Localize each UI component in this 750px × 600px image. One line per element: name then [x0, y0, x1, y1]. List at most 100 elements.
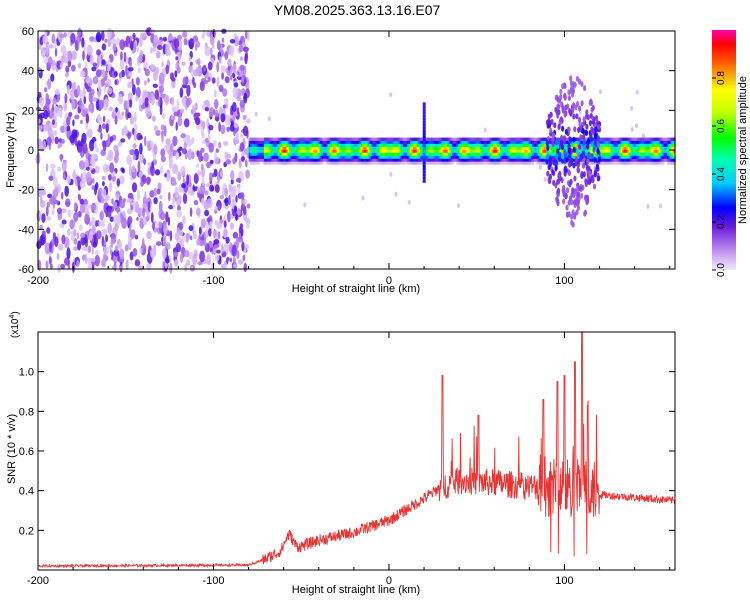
- spectrogram-band-cell: [591, 149, 593, 153]
- spectrogram-band-cell: [362, 158, 365, 162]
- spectrogram-band-cell: [294, 158, 297, 162]
- spectrogram-band-cell: [527, 143, 530, 147]
- spectrogram-band-cell: [581, 158, 584, 162]
- spectrogram-band-cell: [610, 158, 613, 162]
- spectrogram-noise-cell: [221, 186, 225, 198]
- spectrogram-band-cell: [408, 146, 411, 150]
- spectrogram-noise-cell: [218, 141, 222, 149]
- spectrogram-band-cell: [616, 149, 619, 153]
- spectrogram-noise-cell: [63, 101, 68, 112]
- spectrogram-noise-cell: [224, 197, 229, 207]
- spectrogram-band-cell: [539, 155, 541, 159]
- spectrogram-band-cell: [346, 161, 349, 165]
- spectrogram-noise-cell: [224, 187, 229, 197]
- spectrogram-band-cell: [664, 155, 666, 159]
- spectrogram-band-cell: [252, 146, 255, 150]
- spectrogram-band-cell: [293, 155, 296, 159]
- spectrogram-band-cell: [283, 146, 286, 150]
- spectrogram-band-cell: [457, 143, 460, 147]
- spectrogram-band-cell: [321, 161, 324, 165]
- spectrogram-band-cell: [360, 146, 363, 150]
- spectrogram-broadband-cell: [562, 138, 566, 145]
- spectrogram-band-cell: [616, 140, 619, 144]
- spectrogram-noise-cell: [203, 79, 209, 85]
- spectrogram-band-cell: [327, 155, 329, 159]
- spectrogram-band-cell: [452, 161, 454, 165]
- spectrogram-band-cell: [648, 155, 651, 159]
- spectrogram-band-cell: [615, 146, 617, 150]
- spectrogram-spike-cell: [422, 158, 426, 162]
- spectrogram-band-cell: [443, 146, 446, 150]
- spectrogram-band-cell: [292, 149, 294, 153]
- spectrogram-band-cell: [505, 146, 508, 150]
- spectrogram-band-cell: [317, 161, 320, 165]
- spectrogram-band-cell: [370, 155, 373, 159]
- spectrogram-band-cell: [495, 155, 498, 159]
- spectrogram-band-cell: [433, 149, 436, 153]
- spectrogram-band-cell: [304, 149, 307, 153]
- spectrogram-band-cell: [605, 155, 607, 159]
- spectrogram-broadband-cell: [575, 113, 579, 120]
- spectrogram-band-cell: [307, 149, 310, 153]
- spectrogram-band-cell: [581, 143, 584, 147]
- spectrogram-band-cell: [440, 152, 443, 156]
- spectrogram-band-cell: [380, 158, 383, 162]
- spectrogram-band-cell: [394, 155, 397, 159]
- spectrogram-band-cell: [544, 155, 547, 159]
- spectrogram-band-cell: [323, 155, 325, 159]
- spectrogram-band-cell: [335, 143, 338, 147]
- spectrogram-band-cell: [293, 137, 296, 141]
- spectrogram-band-cell: [372, 137, 374, 141]
- spectrogram-band-cell: [389, 149, 391, 153]
- spectrogram-band-cell: [641, 149, 644, 153]
- spectrogram-noise-cell: [228, 194, 231, 206]
- spectrogram-band-cell: [257, 140, 259, 144]
- spectrogram-band-cell: [610, 146, 613, 150]
- spectrogram-band-cell: [431, 143, 433, 147]
- spectrogram-band-cell: [296, 137, 299, 141]
- spectrogram-band-cell: [299, 161, 301, 165]
- spectrogram-noise-cell: [203, 152, 209, 162]
- spectrogram-band-cell: [655, 146, 658, 150]
- spectrogram-broadband-cell: [582, 144, 586, 151]
- spectrogram-band-cell: [456, 137, 459, 141]
- spectrogram-band-cell: [627, 158, 630, 162]
- spectrogram-band-cell: [471, 140, 474, 144]
- spectrogram-broadband-cell: [551, 141, 555, 147]
- spectrogram-noise-cell: [116, 205, 120, 214]
- spectrogram-band-cell: [668, 146, 671, 150]
- spectrogram-band-cell: [300, 137, 303, 141]
- spectrogram-band-cell: [544, 158, 547, 162]
- spectrogram-band-cell: [397, 158, 400, 162]
- spectrogram-band-cell: [469, 155, 471, 159]
- spectrogram-band-cell: [369, 140, 372, 144]
- spectrogram-spike-cell: [422, 123, 426, 127]
- spectrogram-band-cell: [414, 161, 416, 165]
- spectrogram-band-cell: [439, 146, 442, 150]
- spectrogram-band-cell: [504, 143, 506, 147]
- spectrogram-band-cell: [643, 149, 645, 153]
- spectrogram-band-cell: [412, 143, 415, 147]
- spectrogram-noise-cell: [131, 182, 138, 193]
- spectrogram-band-cell: [497, 140, 499, 144]
- spectrogram-broadband-cell: [563, 83, 567, 90]
- spectrogram-band-cell: [272, 152, 275, 156]
- spectrogram-band-cell: [408, 149, 411, 153]
- spectrogram-band-cell: [450, 149, 453, 153]
- spectrogram-band-cell: [643, 152, 645, 156]
- spectrogram-band-cell: [386, 152, 388, 156]
- spectrogram-broadband-cell: [573, 175, 577, 182]
- spectrogram-noise-cell: [160, 86, 163, 98]
- spectrogram-band-cell: [403, 140, 405, 144]
- spectrogram-band-cell: [345, 152, 348, 156]
- spectrogram-band-cell: [577, 143, 579, 147]
- spectrogram-band-cell: [529, 158, 532, 162]
- spectrogram-noise-cell: [154, 169, 160, 176]
- spectrogram-noise-cell: [177, 34, 182, 41]
- spectrogram-band-cell: [620, 149, 623, 153]
- spectrogram-band-cell: [647, 152, 650, 156]
- spectrogram-band-cell: [558, 149, 561, 153]
- spectrogram-noise-cell: [108, 181, 113, 193]
- spectrogram-broadband-cell: [569, 178, 573, 185]
- spectrogram-band-cell: [259, 137, 262, 141]
